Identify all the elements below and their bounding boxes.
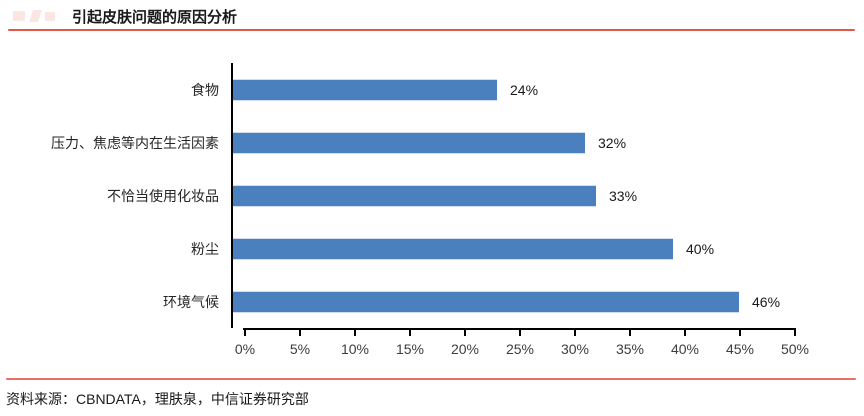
bar-track: 46%: [231, 275, 864, 328]
category-label: 环境气候: [163, 293, 219, 310]
bar-track: 33%: [231, 169, 864, 222]
x-tick-label: 30%: [560, 341, 590, 357]
x-axis: 0% 5% 10% 15% 20% 25% 30% 35% 40% 45% 50%: [235, 328, 809, 362]
x-tick-label: 10%: [340, 341, 370, 357]
x-tick-label: 50%: [780, 341, 810, 357]
chart-row: 食物 24%: [0, 63, 864, 116]
x-tick-label: 5%: [289, 341, 311, 357]
category-label: 食物: [191, 81, 219, 98]
category-label: 不恰当使用化妆品: [107, 187, 219, 204]
x-tick-label: 45%: [725, 341, 755, 357]
source-note: 资料来源：CBNDATA，理肤泉，中信证券研究部: [6, 391, 309, 407]
value-label: 33%: [609, 187, 638, 204]
x-tick-mark: [354, 330, 356, 336]
x-tick-mark: [409, 330, 411, 336]
title-underline: [8, 29, 855, 31]
chart-row: 不恰当使用化妆品 33%: [0, 169, 864, 222]
chart-row: 粉尘 40%: [0, 222, 864, 275]
x-tick-label: 25%: [505, 341, 535, 357]
x-tick-label: 20%: [450, 341, 480, 357]
bar-chart-plot-area: 食物 24% 压力、焦虑等内在生活因素 32% 不恰当使用化妆品 33% 粉尘 40% 环境气候…: [0, 63, 864, 328]
bar-track: 40%: [231, 222, 864, 275]
value-label: 40%: [686, 240, 715, 257]
x-tick-label: 35%: [615, 341, 645, 357]
value-label: 46%: [752, 293, 781, 310]
x-tick-mark: [574, 330, 576, 336]
value-label: 24%: [510, 81, 539, 98]
bar: [233, 132, 585, 153]
footer-rule: [6, 378, 856, 380]
bar: [233, 291, 739, 312]
category-label: 粉尘: [191, 240, 219, 257]
x-tick-mark: [299, 330, 301, 336]
x-tick-label: 15%: [395, 341, 425, 357]
bar-track: 32%: [231, 116, 864, 169]
bar: [233, 79, 497, 100]
value-label: 32%: [598, 134, 627, 151]
bar: [233, 238, 673, 259]
x-tick-mark: [794, 330, 796, 336]
chart-row: 压力、焦虑等内在生活因素 32%: [0, 116, 864, 169]
x-tick-label: 0%: [234, 341, 256, 357]
bar-track: 24%: [231, 63, 864, 116]
x-tick-label: 40%: [670, 341, 700, 357]
x-tick-mark: [464, 330, 466, 336]
x-tick-mark: [684, 330, 686, 336]
chart-row: 环境气候 46%: [0, 275, 864, 328]
x-tick-mark: [244, 330, 246, 336]
bar: [233, 185, 596, 206]
x-tick-mark: [629, 330, 631, 336]
chart-title: 引起皮肤问题的原因分析: [72, 9, 238, 26]
x-tick-mark: [739, 330, 741, 336]
category-label: 压力、焦虑等内在生活因素: [51, 134, 219, 151]
x-tick-mark: [519, 330, 521, 336]
faded-watermark: [13, 9, 59, 24]
